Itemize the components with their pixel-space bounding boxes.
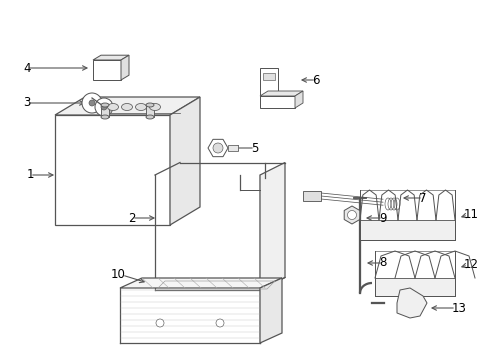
Text: 13: 13 [451, 302, 466, 315]
Text: 6: 6 [311, 73, 319, 86]
Polygon shape [260, 91, 303, 96]
Ellipse shape [135, 104, 146, 111]
Text: 3: 3 [23, 96, 31, 109]
Polygon shape [294, 91, 303, 108]
Bar [263, 73, 274, 80]
Ellipse shape [101, 103, 109, 107]
Polygon shape [120, 278, 282, 288]
Polygon shape [55, 97, 200, 115]
Circle shape [82, 93, 102, 113]
Ellipse shape [101, 115, 109, 119]
Circle shape [89, 100, 95, 106]
Circle shape [213, 143, 223, 153]
Circle shape [347, 211, 356, 220]
Text: 10: 10 [111, 269, 126, 282]
Circle shape [101, 104, 107, 110]
Ellipse shape [146, 115, 154, 119]
Bar [303, 191, 320, 201]
Text: 12: 12 [463, 258, 478, 271]
Bar [93, 60, 121, 80]
Text: 9: 9 [378, 211, 386, 225]
Bar [260, 96, 294, 108]
Polygon shape [207, 139, 227, 157]
Bar [260, 68, 278, 106]
Text: 7: 7 [418, 192, 426, 204]
Text: 1: 1 [26, 168, 34, 181]
Bar [101, 105, 109, 117]
Bar [55, 115, 170, 225]
Polygon shape [396, 288, 426, 318]
Text: 11: 11 [463, 208, 478, 221]
Bar [359, 220, 454, 240]
Polygon shape [260, 278, 282, 343]
Text: 4: 4 [23, 62, 31, 75]
Bar [146, 105, 154, 117]
Bar [227, 145, 238, 151]
Ellipse shape [121, 104, 132, 111]
Ellipse shape [146, 103, 154, 107]
Polygon shape [170, 97, 200, 225]
Circle shape [95, 98, 113, 116]
Polygon shape [121, 55, 129, 80]
Polygon shape [344, 206, 359, 224]
Text: 5: 5 [250, 141, 258, 154]
Ellipse shape [149, 104, 160, 111]
Polygon shape [93, 55, 129, 60]
Text: 8: 8 [378, 256, 386, 270]
Circle shape [216, 319, 224, 327]
Circle shape [156, 319, 163, 327]
Polygon shape [260, 162, 285, 290]
Bar [374, 278, 454, 296]
Text: 2: 2 [128, 211, 136, 225]
Ellipse shape [107, 104, 118, 111]
